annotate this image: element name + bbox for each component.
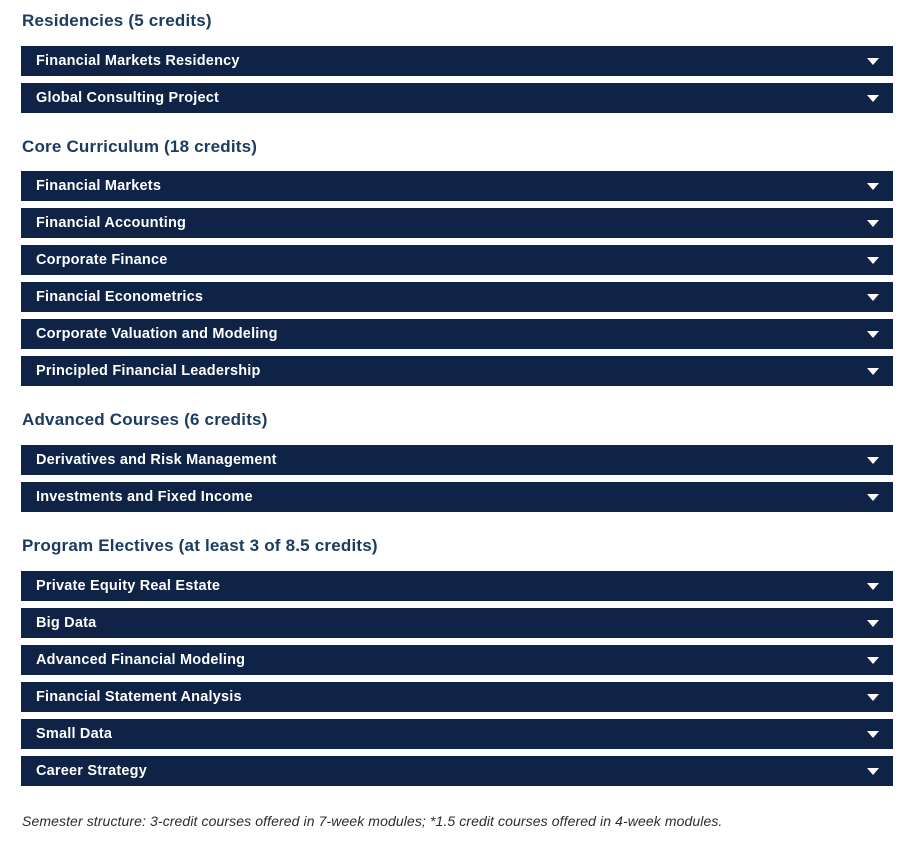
accordion-principled-financial-leadership[interactable]: Principled Financial Leadership — [21, 356, 893, 387]
chevron-down-icon — [867, 730, 879, 738]
accordion-corporate-valuation-and-modeling[interactable]: Corporate Valuation and Modeling — [21, 319, 893, 350]
accordion-label: Big Data — [36, 614, 97, 631]
section-core-curriculum: Core Curriculum (18 credits) Financial M… — [21, 136, 893, 387]
chevron-down-icon — [867, 582, 879, 590]
section-heading-residencies: Residencies (5 credits) — [22, 11, 212, 30]
semester-structure-note: Semester structure: 3-credit courses off… — [22, 812, 723, 829]
accordion-derivatives-and-risk-management[interactable]: Derivatives and Risk Management — [21, 445, 893, 476]
chevron-down-icon — [867, 619, 879, 627]
accordion-label: Career Strategy — [36, 762, 147, 779]
accordion-investments-and-fixed-income[interactable]: Investments and Fixed Income — [21, 482, 893, 513]
accordion-label: Financial Markets Residency — [36, 52, 240, 69]
accordion-global-consulting-project[interactable]: Global Consulting Project — [21, 82, 893, 113]
section-heading-advanced-courses: Advanced Courses (6 credits) — [22, 410, 268, 430]
accordion-label: Financial Econometrics — [36, 289, 204, 306]
section-program-electives: Program Electives (at least 3 of 8.5 cre… — [21, 536, 893, 786]
chevron-down-icon — [867, 767, 879, 775]
accordion-label: Financial Statement Analysis — [36, 688, 242, 705]
accordion-label: Corporate Finance — [36, 252, 168, 269]
accordion-financial-markets-residency[interactable]: Financial Markets Residency — [21, 45, 893, 76]
chevron-down-icon — [867, 494, 879, 502]
section-heading-core-curriculum: Core Curriculum (18 credits) — [22, 136, 258, 156]
accordion-small-data[interactable]: Small Data — [21, 718, 893, 749]
chevron-down-icon — [867, 656, 879, 664]
chevron-down-icon — [867, 94, 879, 102]
accordion-financial-statement-analysis[interactable]: Financial Statement Analysis — [21, 681, 893, 712]
accordion-label: Corporate Valuation and Modeling — [36, 326, 278, 343]
accordion-advanced-financial-modeling[interactable]: Advanced Financial Modeling — [21, 644, 893, 675]
accordion-label: Derivatives and Risk Management — [36, 452, 277, 469]
chevron-down-icon — [867, 368, 879, 376]
section-advanced-courses: Advanced Courses (6 credits) Derivatives… — [21, 410, 893, 513]
accordion-label: Investments and Fixed Income — [36, 489, 253, 506]
accordion-corporate-finance[interactable]: Corporate Finance — [21, 245, 893, 276]
chevron-down-icon — [867, 183, 879, 191]
accordion-financial-econometrics[interactable]: Financial Econometrics — [21, 282, 893, 313]
accordion-financial-accounting[interactable]: Financial Accounting — [21, 208, 893, 239]
accordion-label: Principled Financial Leadership — [36, 363, 261, 380]
chevron-down-icon — [867, 693, 879, 701]
chevron-down-icon — [867, 257, 879, 265]
chevron-down-icon — [867, 457, 879, 465]
accordion-label: Financial Accounting — [36, 215, 187, 232]
section-residencies: Residencies (5 credits) Financial Market… — [21, 11, 893, 113]
chevron-down-icon — [867, 57, 879, 65]
chevron-down-icon — [867, 220, 879, 228]
accordion-label: Private Equity Real Estate — [36, 577, 221, 594]
section-heading-program-electives: Program Electives (at least 3 of 8.5 cre… — [22, 536, 378, 556]
accordion-private-equity-real-estate[interactable]: Private Equity Real Estate — [21, 570, 893, 601]
accordion-label: Advanced Financial Modeling — [36, 651, 246, 668]
accordion-financial-markets[interactable]: Financial Markets — [21, 171, 893, 202]
accordion-label: Global Consulting Project — [36, 89, 220, 106]
chevron-down-icon — [867, 294, 879, 302]
chevron-down-icon — [867, 331, 879, 339]
accordion-label: Financial Markets — [36, 178, 162, 195]
accordion-career-strategy[interactable]: Career Strategy — [21, 755, 893, 786]
accordion-label: Small Data — [36, 725, 113, 742]
accordion-big-data[interactable]: Big Data — [21, 607, 893, 638]
